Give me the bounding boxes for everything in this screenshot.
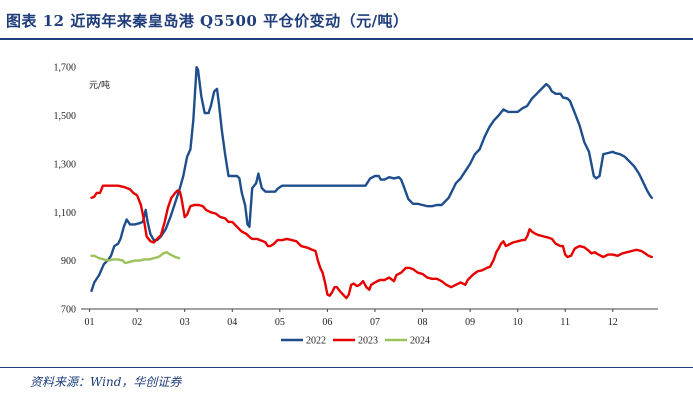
x-tick-label: 04 bbox=[227, 317, 237, 328]
x-tick-label: 09 bbox=[465, 317, 475, 328]
footer-divider bbox=[0, 367, 693, 368]
x-tick-label: 06 bbox=[322, 317, 332, 328]
chart: 700 900 1,100 1,300 1,500 1,700 01 02 03 04 05 06 07… bbox=[54, 63, 658, 347]
source-note: 资料来源：Wind，华创证券 bbox=[30, 375, 182, 389]
y-tick-label: 1,300 bbox=[54, 159, 77, 170]
series-line-2022 bbox=[90, 66, 653, 293]
y-axis-unit: 元/吨 bbox=[89, 79, 110, 91]
y-tick-label: 1,100 bbox=[54, 208, 77, 219]
x-tick-label: 05 bbox=[275, 317, 285, 328]
legend-label-2022: 2022 bbox=[306, 336, 326, 347]
chart-series bbox=[90, 66, 653, 300]
legend-label-2024: 2024 bbox=[410, 336, 430, 347]
x-tick-label: 07 bbox=[370, 317, 380, 328]
x-tick-label: 10 bbox=[513, 317, 523, 328]
series-line-2024 bbox=[90, 251, 181, 265]
chart-axes: 700 900 1,100 1,300 1,500 1,700 01 02 03 04 05 06 07… bbox=[54, 63, 658, 328]
y-tick-label: 700 bbox=[61, 305, 76, 316]
title-divider bbox=[0, 38, 693, 40]
x-tick-label: 11 bbox=[560, 317, 570, 328]
series-line-2023 bbox=[90, 184, 653, 300]
chart-title: 图表 12 近两年来秦皇岛港 Q5500 平仓价变动（元/吨） bbox=[6, 12, 409, 30]
x-tick-label: 08 bbox=[418, 317, 428, 328]
legend-label-2023: 2023 bbox=[358, 336, 378, 347]
y-tick-label: 900 bbox=[61, 256, 76, 267]
chart-legend: 2022 2023 2024 bbox=[281, 336, 430, 347]
x-tick-label: 01 bbox=[85, 317, 95, 328]
y-tick-label: 1,500 bbox=[54, 111, 77, 122]
y-tick-label: 1,700 bbox=[54, 63, 77, 74]
x-tick-label: 12 bbox=[608, 317, 618, 328]
x-tick-label: 02 bbox=[132, 317, 142, 328]
x-tick-label: 03 bbox=[180, 317, 190, 328]
